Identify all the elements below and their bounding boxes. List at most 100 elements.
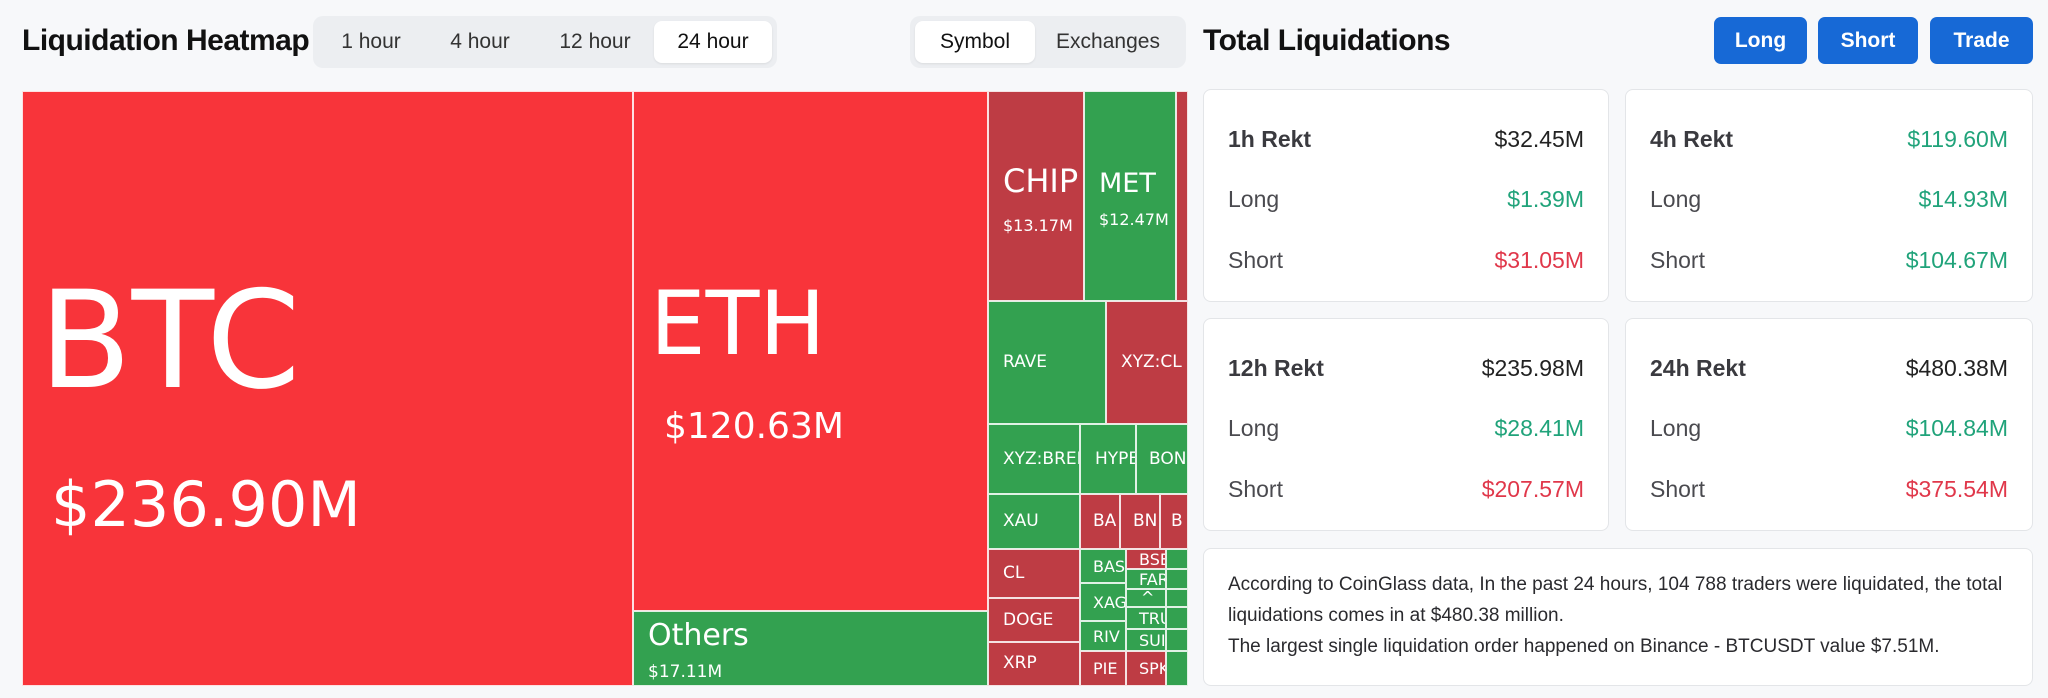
tile-value: $120.63M xyxy=(664,406,844,447)
liquidation-summary: According to CoinGlass data, In the past… xyxy=(1203,548,2033,686)
card-total: $119.60M xyxy=(1907,126,2008,152)
heatmap-tile-xau[interactable]: XAU xyxy=(988,494,1080,549)
heatmap-tile-ba[interactable]: BA xyxy=(1080,494,1120,549)
card-header-row: 24h Rekt $480.38M xyxy=(1650,355,2008,382)
short-value: $207.57M xyxy=(1481,476,1584,502)
short-button[interactable]: Short xyxy=(1818,17,1918,64)
card-long-row: Long $14.93M xyxy=(1650,186,2008,213)
long-button[interactable]: Long xyxy=(1714,17,1807,64)
short-value: $31.05M xyxy=(1494,247,1584,273)
heatmap-tile-far[interactable]: FAR xyxy=(1126,569,1166,589)
heatmap-tile-xag[interactable]: XAG xyxy=(1080,583,1126,621)
short-value: $375.54M xyxy=(1905,476,2008,502)
card-1h-rekt: 1h Rekt $32.45M Long $1.39M Short $31.05… xyxy=(1203,89,1609,302)
tile-symbol: DOGE xyxy=(1003,610,1054,630)
heatmap-tile-riv[interactable]: RIV xyxy=(1080,621,1126,651)
long-label: Long xyxy=(1228,186,1280,212)
heatmap-tile-sui[interactable]: SUI xyxy=(1126,629,1166,651)
tile-symbol: Others xyxy=(648,618,749,653)
tab-exchanges[interactable]: Exchanges xyxy=(1056,30,1160,53)
tile-symbol: BN xyxy=(1133,511,1158,531)
heatmap-tile-caret[interactable]: ^ xyxy=(1126,589,1166,607)
card-title: 12h Rekt xyxy=(1228,355,1324,381)
short-label: Short xyxy=(1650,247,1705,273)
tile-symbol: ^ xyxy=(1141,589,1155,607)
tile-symbol: SPK xyxy=(1139,659,1165,678)
heatmap-tile-met[interactable]: MET $12.47M xyxy=(1084,91,1176,301)
heatmap-tile-bas[interactable]: BAS xyxy=(1080,549,1126,583)
tile-symbol: RIV xyxy=(1093,627,1120,646)
heatmap-tile-bn[interactable]: BN xyxy=(1120,494,1160,549)
heatmap-tile-hype[interactable]: HYPE xyxy=(1080,424,1136,494)
tab-1-hour[interactable]: 1 hour xyxy=(341,30,401,53)
tile-symbol: XYZ:CL xyxy=(1121,352,1182,372)
card-long-row: Long $104.84M xyxy=(1650,415,2008,442)
tile-value: $17.11M xyxy=(648,662,723,682)
card-24h-rekt: 24h Rekt $480.38M Long $104.84M Short $3… xyxy=(1625,318,2033,531)
heatmap-tile-small[interactable] xyxy=(1166,607,1188,629)
long-value: $28.41M xyxy=(1494,415,1584,441)
tile-symbol: CHIP xyxy=(1003,162,1079,200)
tab-24-hour[interactable]: 24 hour xyxy=(654,21,772,63)
tile-symbol: BSE xyxy=(1139,550,1165,569)
tile-symbol: ETH xyxy=(650,272,826,375)
heatmap-tile-xyz-bren[interactable]: XYZ:BREN xyxy=(988,424,1080,494)
heatmap-tile-small[interactable] xyxy=(1166,549,1188,569)
tile-value: $13.17M xyxy=(1003,216,1073,235)
short-label: Short xyxy=(1228,247,1283,273)
heatmap-tile-tru[interactable]: TRU xyxy=(1126,607,1166,629)
card-4h-rekt: 4h Rekt $119.60M Long $14.93M Short $104… xyxy=(1625,89,2033,302)
view-mode-tabs: Symbol Exchanges xyxy=(910,16,1186,68)
heatmap-tile-xrp[interactable]: XRP xyxy=(988,642,1080,686)
heatmap-tile-eth[interactable]: ETH $120.63M xyxy=(633,91,988,611)
panel-title: Total Liquidations xyxy=(1203,24,1451,57)
card-header-row: 12h Rekt $235.98M xyxy=(1228,355,1584,382)
heatmap-tile-small[interactable] xyxy=(1166,651,1188,686)
tab-symbol[interactable]: Symbol xyxy=(915,21,1035,63)
heatmap-tile-pie[interactable]: PIE xyxy=(1080,651,1126,686)
short-label: Short xyxy=(1650,476,1705,502)
short-value: $104.67M xyxy=(1905,247,2008,273)
heatmap-tile-b[interactable]: B xyxy=(1160,494,1188,549)
trade-button[interactable]: Trade xyxy=(1930,17,2033,64)
long-label: Long xyxy=(1228,415,1280,441)
heatmap-tile-small[interactable] xyxy=(1176,91,1188,301)
card-title: 4h Rekt xyxy=(1650,126,1734,152)
heatmap-tile-small[interactable] xyxy=(1166,629,1188,651)
tile-symbol: BAS xyxy=(1093,557,1126,576)
tile-symbol: B xyxy=(1171,511,1183,531)
tile-symbol: PIE xyxy=(1093,659,1118,678)
card-short-row: Short $104.67M xyxy=(1650,247,2008,274)
card-total: $32.45M xyxy=(1494,126,1584,152)
card-header-row: 4h Rekt $119.60M xyxy=(1650,126,2008,153)
tab-12-hour[interactable]: 12 hour xyxy=(559,30,631,53)
liquidation-heatmap: BTC $236.90M ETH $120.63M Others $17.11M… xyxy=(22,91,1188,686)
tile-value: $12.47M xyxy=(1099,210,1169,229)
heatmap-tile-rave[interactable]: RAVE xyxy=(988,301,1106,424)
page-title: Liquidation Heatmap xyxy=(22,24,310,57)
heatmap-tile-chip[interactable]: CHIP $13.17M xyxy=(988,91,1084,301)
heatmap-tile-small[interactable] xyxy=(1166,569,1188,589)
heatmap-tile-doge[interactable]: DOGE xyxy=(988,598,1080,642)
heatmap-tile-xyz-cl[interactable]: XYZ:CL xyxy=(1106,301,1188,424)
tile-value: $236.90M xyxy=(51,468,361,541)
tile-symbol: XAU xyxy=(1003,511,1039,531)
heatmap-tile-btc[interactable]: BTC $236.90M xyxy=(22,91,633,686)
tile-symbol: RAVE xyxy=(1003,352,1048,372)
heatmap-tile-others[interactable]: Others $17.11M xyxy=(633,611,988,686)
heatmap-tile-spk[interactable]: SPK xyxy=(1126,651,1166,686)
time-range-tabs: 1 hour 4 hour 12 hour 24 hour xyxy=(313,16,777,68)
tile-symbol: TRU xyxy=(1139,609,1165,628)
heatmap-tile-bse[interactable]: BSE xyxy=(1126,549,1166,569)
heatmap-tile-cl[interactable]: CL xyxy=(988,549,1080,598)
summary-text: According to CoinGlass data, In the past… xyxy=(1228,574,2003,626)
long-value: $104.84M xyxy=(1905,415,2008,441)
heatmap-tile-bon[interactable]: BON xyxy=(1136,424,1188,494)
summary-largest-order: The largest single liquidation order hap… xyxy=(1228,636,1940,657)
card-short-row: Short $31.05M xyxy=(1228,247,1584,274)
tile-symbol: MET xyxy=(1099,168,1156,199)
long-label: Long xyxy=(1650,186,1702,212)
card-short-row: Short $207.57M xyxy=(1228,476,1584,503)
tab-4-hour[interactable]: 4 hour xyxy=(450,30,510,53)
heatmap-tile-small[interactable] xyxy=(1166,589,1188,607)
